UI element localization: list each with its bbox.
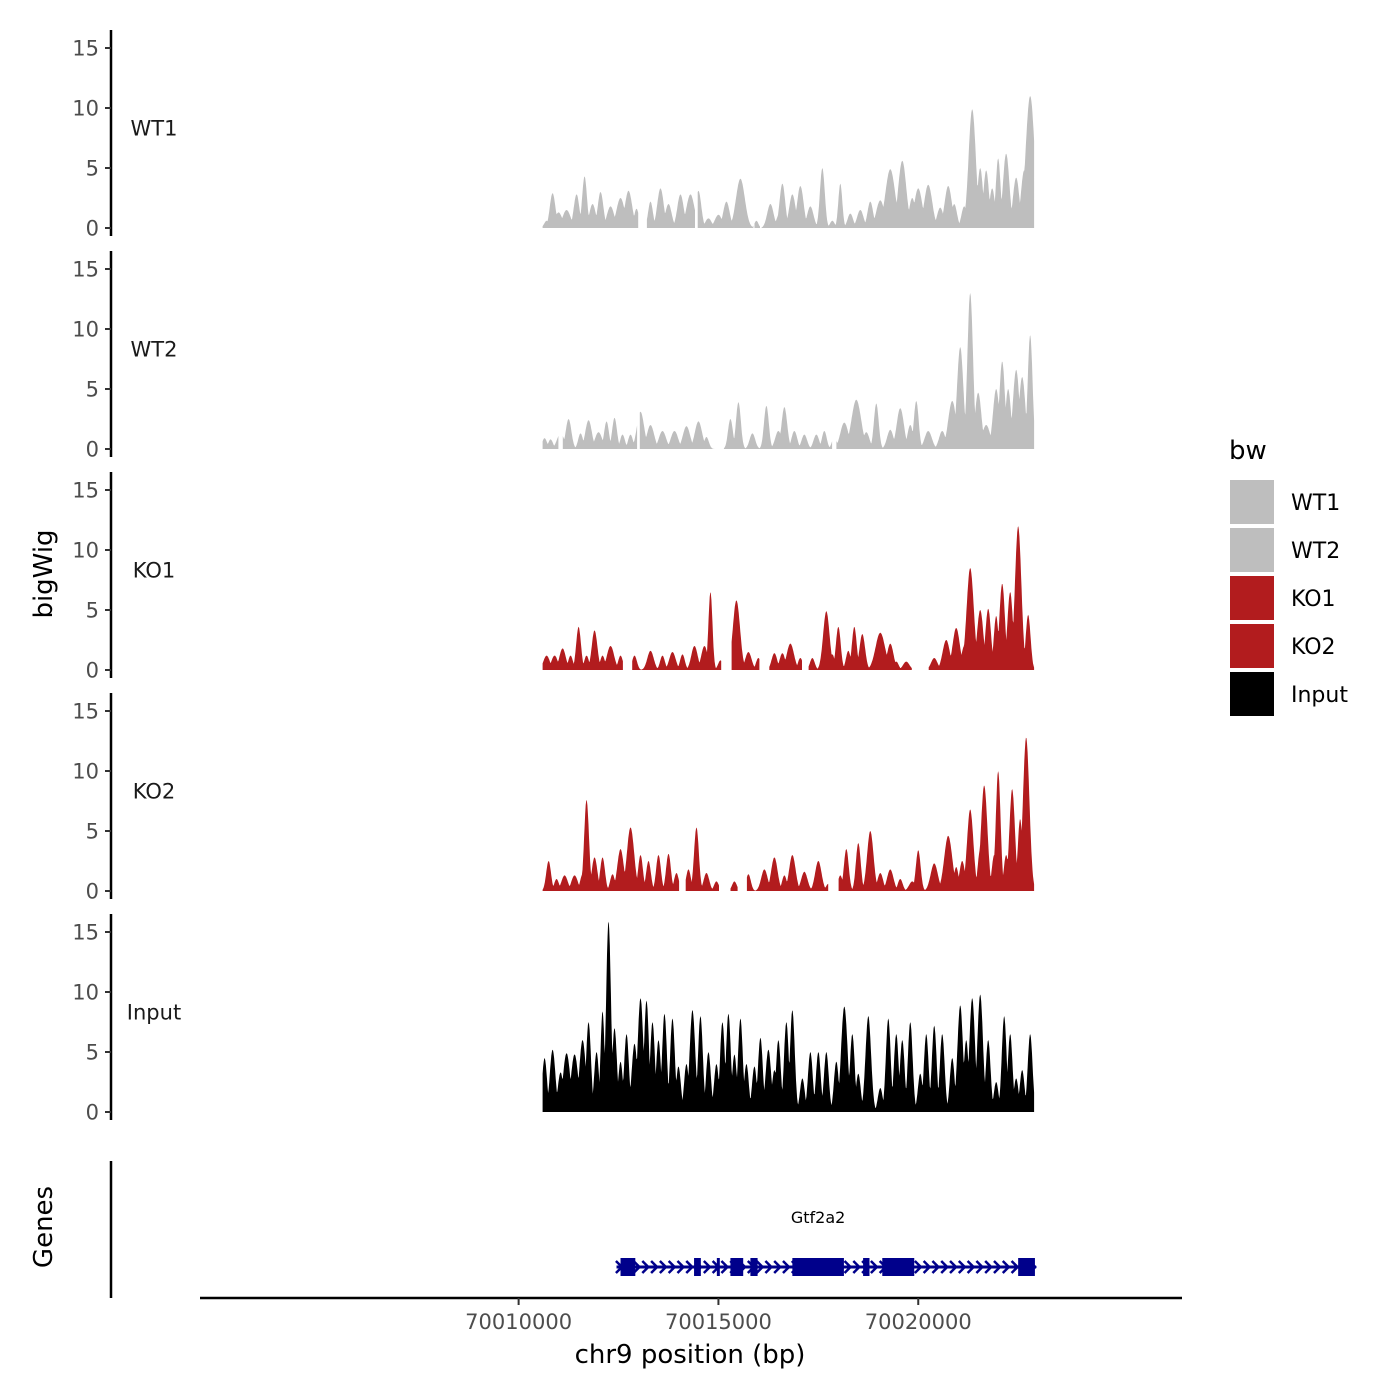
gene-strand-chevron xyxy=(764,1260,774,1274)
gene-strand-chevron xyxy=(685,1260,695,1274)
legend-swatch-input xyxy=(1230,672,1274,716)
gene-strand-chevron xyxy=(659,1260,668,1274)
y-tick-label-wt1-0: 0 xyxy=(86,217,99,241)
y-tick-label-wt1-5: 5 xyxy=(86,157,99,181)
x-tick-label-70015000: 70015000 xyxy=(665,1310,772,1334)
track-label-wt1: WT1 xyxy=(131,117,178,141)
gene-strand-chevron xyxy=(1010,1260,1020,1274)
gene-strand-chevron xyxy=(984,1260,993,1274)
gene-strand-chevron xyxy=(782,1260,791,1274)
track-label-ko1: KO1 xyxy=(133,559,176,583)
x-axis-title: chr9 position (bp) xyxy=(575,1340,806,1370)
y-tick-label-ko2-0: 0 xyxy=(86,880,99,904)
y-tick-label-ko1-15: 15 xyxy=(72,479,99,503)
gene-strand-chevron xyxy=(667,1260,677,1274)
gene-exon-7 xyxy=(863,1258,870,1276)
legend-label-ko1: KO1 xyxy=(1291,587,1336,612)
track-panel-ko1: 0 5 10 15 KO1 xyxy=(72,472,1035,683)
signal-area-ko2 xyxy=(542,737,1035,891)
gene-strand-chevron xyxy=(852,1260,862,1274)
gene-exon-6 xyxy=(792,1258,844,1276)
gene-strand-chevron xyxy=(676,1260,686,1274)
track-label-wt2: WT2 xyxy=(131,338,178,362)
legend-label-wt2: WT2 xyxy=(1291,539,1340,564)
gene-model xyxy=(615,1258,1037,1276)
gene-strand-chevron xyxy=(1001,1260,1011,1274)
legend-label-input: Input xyxy=(1291,683,1348,708)
gene-track: Genes Gtf2a2 xyxy=(29,1161,1037,1298)
legend-swatch-wt1 xyxy=(1230,480,1274,524)
gene-strand-chevron xyxy=(632,1260,642,1274)
y-tick-label-ko1-10: 10 xyxy=(72,539,99,563)
signal-area-wt1 xyxy=(542,96,1035,228)
y-tick-label-ko1-5: 5 xyxy=(86,599,99,623)
gene-strand-chevron xyxy=(843,1260,853,1274)
legend: bw WT1 WT2 KO1 KO2 Input xyxy=(1229,436,1348,716)
y-tick-label-input-0: 0 xyxy=(86,1101,99,1125)
signal-area-ko1 xyxy=(542,526,1035,670)
gene-strand-chevron xyxy=(650,1260,659,1274)
legend-label-ko2: KO2 xyxy=(1291,635,1336,660)
gene-label: Gtf2a2 xyxy=(791,1208,845,1227)
gene-strand-chevron xyxy=(870,1260,879,1274)
y-tick-label-wt1-10: 10 xyxy=(72,97,99,121)
y-tick-label-ko1-0: 0 xyxy=(86,659,99,683)
y-tick-label-input-15: 15 xyxy=(72,921,99,945)
track-label-ko2: KO2 xyxy=(133,780,176,804)
gene-exon-3 xyxy=(716,1258,720,1276)
x-tick-label-70020000: 70020000 xyxy=(865,1310,972,1334)
gene-exon-2 xyxy=(694,1258,701,1276)
y-axis-title: bigWig xyxy=(29,529,59,618)
legend-swatch-ko1 xyxy=(1230,576,1274,620)
gene-strand-chevron xyxy=(993,1260,1002,1274)
gene-strand-chevron xyxy=(931,1260,941,1274)
y-tick-label-ko2-10: 10 xyxy=(72,760,99,784)
gene-strand-chevron xyxy=(773,1260,782,1274)
gene-strand-chevron xyxy=(966,1260,976,1274)
signal-area-wt2 xyxy=(542,293,1035,449)
y-tick-label-input-5: 5 xyxy=(86,1041,99,1065)
y-tick-label-ko2-15: 15 xyxy=(72,700,99,724)
legend-items: WT1 WT2 KO1 KO2 Input xyxy=(1230,480,1348,716)
y-tick-label-wt2-0: 0 xyxy=(86,438,99,462)
gene-strand-chevron xyxy=(755,1260,765,1274)
gene-strand-chevron xyxy=(922,1260,932,1274)
x-ticks: 70010000 70015000 70020000 xyxy=(465,1298,972,1334)
track-panels: 0 5 10 15 WT1 0 5 10 15 WT2 0 5 10 15 KO1 0 5 10 15 KO2 0 5 10… xyxy=(72,30,1035,1125)
track-panel-wt1: 0 5 10 15 WT1 xyxy=(72,30,1035,241)
legend-label-wt1: WT1 xyxy=(1291,491,1340,516)
gene-strand-chevron xyxy=(949,1260,958,1274)
track-panel-input: 0 5 10 15 Input xyxy=(72,914,1035,1125)
y-tick-label-input-10: 10 xyxy=(72,981,99,1005)
gene-strand-chevron xyxy=(940,1260,949,1274)
y-tick-label-wt2-5: 5 xyxy=(86,378,99,402)
gene-exon-5 xyxy=(750,1258,758,1276)
gene-strand-chevron xyxy=(957,1260,967,1274)
signal-area-input xyxy=(542,921,1035,1112)
gene-strand-chevron xyxy=(702,1260,712,1274)
legend-swatch-ko2 xyxy=(1230,624,1274,668)
y-tick-label-ko2-5: 5 xyxy=(86,820,99,844)
gene-strand-chevron xyxy=(720,1260,730,1274)
y-tick-label-wt2-15: 15 xyxy=(72,258,99,282)
gene-strand-chevron xyxy=(641,1260,651,1274)
gene-strand-chevron xyxy=(913,1260,923,1274)
track-panel-wt2: 0 5 10 15 WT2 xyxy=(72,251,1035,462)
x-tick-label-70010000: 70010000 xyxy=(465,1310,572,1334)
y-tick-label-wt2-10: 10 xyxy=(72,318,99,342)
gene-strand-chevron xyxy=(975,1260,985,1274)
gene-exon-8 xyxy=(882,1258,915,1276)
gene-exon-1 xyxy=(620,1258,636,1276)
x-axis: 70010000 70015000 70020000 chr9 position (… xyxy=(200,1296,1182,1370)
genes-axis-title: Genes xyxy=(29,1186,59,1268)
y-tick-label-wt1-15: 15 xyxy=(72,37,99,61)
legend-swatch-wt2 xyxy=(1230,528,1274,572)
track-label-input: Input xyxy=(127,1001,181,1025)
track-panel-ko2: 0 5 10 15 KO2 xyxy=(72,693,1035,904)
legend-title: bw xyxy=(1229,436,1267,466)
gene-exon-4 xyxy=(730,1258,744,1276)
gene-exon-9 xyxy=(1018,1258,1035,1276)
